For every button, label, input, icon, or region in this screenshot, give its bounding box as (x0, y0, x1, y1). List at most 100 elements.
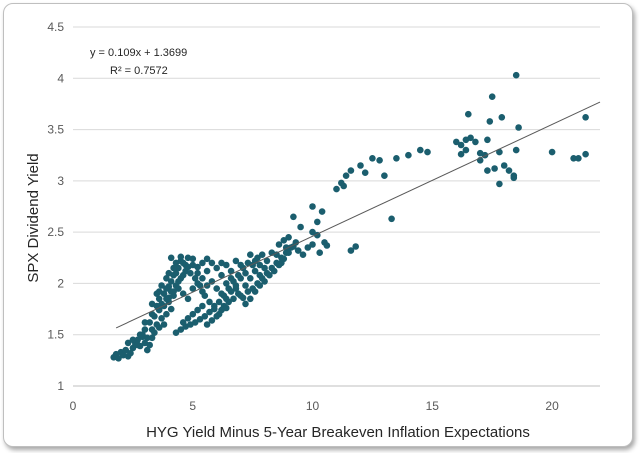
trendline (115, 101, 601, 329)
data-point (318, 208, 326, 215)
data-point (220, 292, 228, 300)
data-point (191, 319, 199, 326)
data-point (223, 261, 230, 269)
data-point (247, 251, 254, 258)
data-point (230, 295, 237, 303)
data-point (352, 243, 360, 250)
data-point (465, 110, 472, 118)
data-point (462, 146, 470, 154)
y-tick-label: 2 (57, 276, 64, 290)
data-point (227, 267, 235, 275)
data-point (323, 242, 331, 249)
y-tick-label: 3.5 (47, 123, 64, 137)
data-point (196, 316, 204, 323)
y-tick-labels: 1 1.5 2 2.5 3 3.5 4 4.5 (47, 20, 64, 393)
data-point (476, 149, 484, 157)
data-point (242, 269, 249, 277)
y-axis-title: SPX Dividend Yield (25, 153, 42, 282)
data-point (361, 169, 369, 176)
data-point (244, 288, 252, 295)
x-tick-labels: 0 5 10 15 20 (70, 399, 559, 413)
data-point (175, 285, 182, 292)
data-point (232, 285, 240, 292)
data-point (261, 264, 268, 272)
data-point (251, 267, 259, 275)
data-point (340, 182, 348, 190)
data-point (235, 271, 242, 279)
data-point (201, 292, 209, 300)
x-tick-label: 20 (545, 399, 559, 413)
data-point (393, 155, 400, 162)
data-point (148, 310, 156, 318)
data-point (163, 275, 170, 282)
data-point (388, 215, 395, 223)
data-point (175, 278, 182, 285)
data-point (175, 264, 182, 272)
data-point (158, 282, 165, 289)
data-point (189, 255, 197, 263)
data-point (347, 167, 355, 174)
data-point (191, 275, 199, 282)
data-point (491, 165, 498, 172)
data-point (242, 282, 249, 289)
data-point (124, 339, 132, 347)
data-point (505, 167, 513, 174)
data-point (163, 285, 170, 292)
data-point (297, 223, 304, 231)
data-point (213, 264, 220, 272)
data-point (273, 251, 280, 258)
data-point (179, 271, 187, 279)
data-point (405, 151, 412, 159)
data-point (172, 329, 180, 337)
data-point (486, 118, 494, 125)
data-point (211, 302, 218, 310)
x-tick-label: 0 (70, 399, 77, 413)
data-point (232, 257, 240, 265)
data-point (251, 288, 259, 295)
data-point (261, 278, 268, 285)
data-point (242, 300, 249, 308)
data-point (275, 241, 283, 248)
data-point (424, 148, 431, 156)
x-tick-label: 5 (189, 399, 196, 413)
x-tick-label: 15 (426, 399, 440, 413)
data-point (158, 315, 165, 322)
data-point (575, 155, 582, 162)
data-point (139, 331, 146, 339)
r-squared-label: R² = 0.7572 (110, 65, 168, 77)
data-point (309, 241, 316, 248)
data-point (122, 346, 129, 354)
data-point (309, 203, 316, 210)
data-point (225, 285, 232, 292)
data-point (141, 326, 149, 333)
data-point (127, 349, 134, 357)
data-point (258, 251, 266, 258)
data-point (218, 271, 225, 279)
data-point (213, 285, 220, 292)
data-point (134, 341, 141, 349)
data-point (285, 249, 292, 256)
data-point (512, 146, 520, 154)
data-point (170, 288, 177, 295)
data-point (314, 218, 321, 226)
data-point (167, 305, 175, 313)
y-tick-label: 1 (57, 379, 64, 393)
data-point (199, 275, 206, 282)
data-point (165, 294, 173, 302)
data-point (172, 269, 180, 277)
data-point (134, 336, 141, 344)
data-point (194, 263, 201, 271)
data-point (275, 261, 283, 269)
data-points (110, 71, 589, 362)
data-point (184, 315, 192, 322)
data-point (194, 269, 201, 277)
x-axis-title: HYG Yield Minus 5-Year Breakeven Inflati… (146, 424, 530, 441)
data-point (256, 282, 264, 289)
data-point (496, 180, 503, 188)
data-point (215, 298, 223, 306)
data-point (512, 71, 520, 79)
data-point (496, 148, 503, 156)
data-point (167, 254, 175, 262)
data-point (582, 150, 589, 158)
